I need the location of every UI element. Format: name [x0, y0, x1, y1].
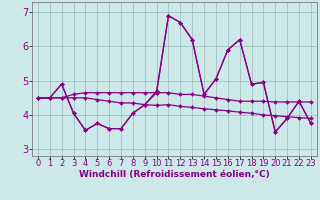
X-axis label: Windchill (Refroidissement éolien,°C): Windchill (Refroidissement éolien,°C)	[79, 170, 270, 179]
